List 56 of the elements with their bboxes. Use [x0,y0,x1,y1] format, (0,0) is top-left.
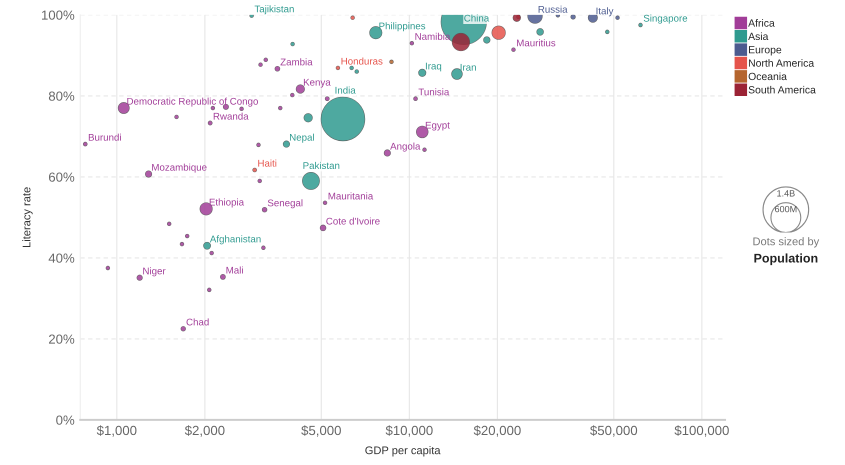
annotation: Honduras [342,57,383,65]
x-tick-label: $50,000 [590,425,638,437]
annotation: Mauritania [328,192,374,200]
x-tick-label: $5,000 [301,425,341,437]
y-tick-label: 20% [48,334,74,344]
annotation: Chad [186,318,209,326]
x-tick-label: $100,000 [674,425,729,437]
x-tick-label: $1,000 [96,425,136,437]
y-tick-label: 80% [48,91,74,101]
annotation: Cote d'Ivoire [326,217,380,225]
annotation: Ethiopia [210,198,244,208]
annotation: Zambia [280,58,313,66]
text: Dots sized by [753,237,820,248]
annotation: Kenya [304,78,331,88]
annotation: Mauritius [517,39,556,46]
annotation: Haiti [258,160,276,167]
legend-label: Europe [748,46,782,56]
annotation: Italy [596,7,614,16]
y-tick-label: 40% [48,253,74,263]
x-tick-label: $20,000 [474,425,521,437]
annotation: Tunisia [418,88,450,96]
x-tick-label: $2,000 [184,425,225,437]
annotation: Philippines [379,22,426,32]
legend-label: Oceania [748,72,787,80]
legend-label: North America [748,59,814,67]
y-axis-title: Literacy rate [22,187,33,248]
annotation: Mali [226,266,243,274]
y-tick-label: 60% [48,172,74,182]
annotation: Niger [143,267,166,276]
annotation: Tajikistan [254,5,294,14]
legend-label: Africa [748,19,775,27]
legend-label: 1.4B [777,190,795,196]
annotation: Russia [538,6,568,13]
annotation: Democratic Republic of Congo [127,98,258,107]
annotation: Senegal [268,199,302,208]
annotation: Pakistan [303,162,340,170]
x-axis-title: GDP per capita [365,446,441,456]
annotation: Rwanda [214,112,249,120]
annotation: Iraq [426,62,442,72]
annotation: Angola [390,142,420,152]
annotation: Egypt [426,122,450,131]
x-tick-label: $10,000 [386,425,433,437]
y-tick-label: 0% [56,415,74,425]
annotation: Burundi [88,134,121,141]
legend-label: Asia [748,32,768,40]
annotation: India [336,86,356,94]
annotation: Afghanistan [210,235,261,244]
y-tick-label: 100% [42,10,74,20]
annotation: Singapore [644,14,688,24]
annotation: Mozambique [152,164,207,173]
annotation: China [464,14,490,22]
legend-label: South America [748,86,816,94]
annotation: Nepal [290,134,314,143]
legend-label: 600M [775,206,796,212]
annotation: Iran [460,64,476,71]
text: Population [754,253,818,266]
